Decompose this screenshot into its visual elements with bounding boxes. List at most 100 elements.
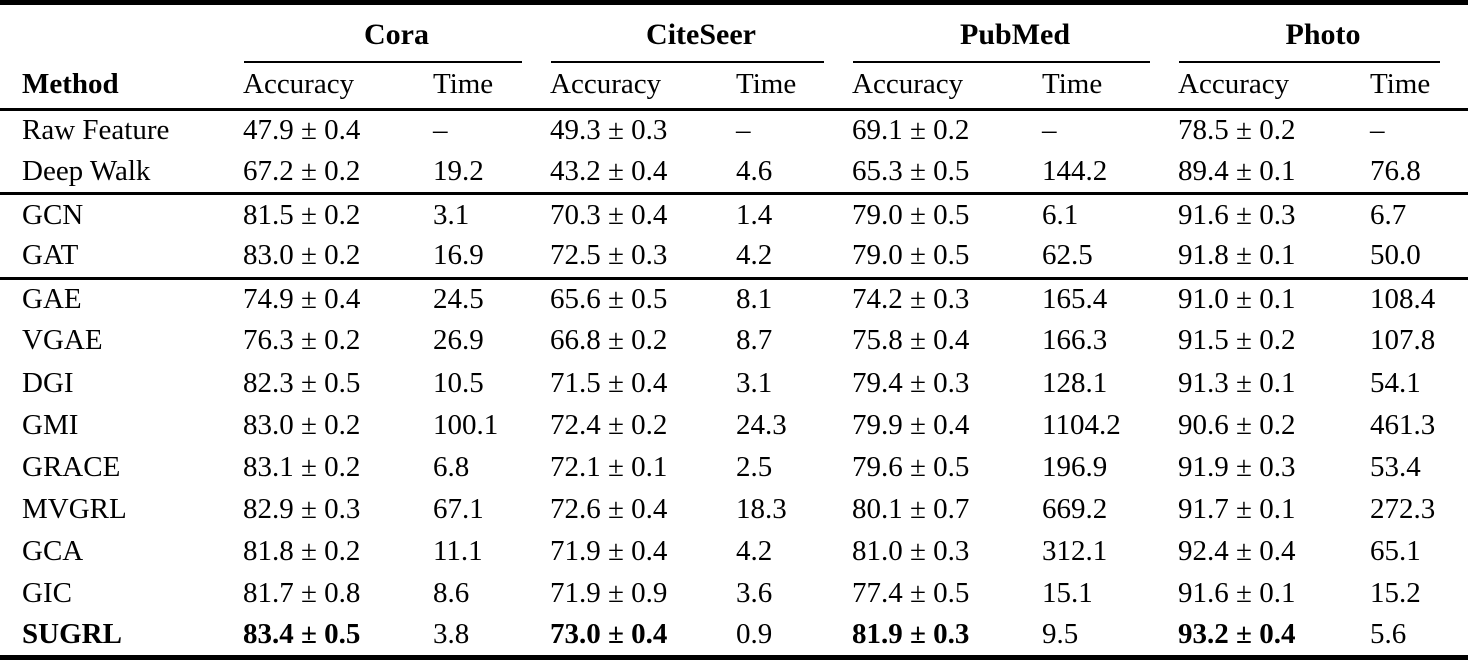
time-value-cell: 8.1 — [736, 282, 773, 315]
method-cell: GMI — [22, 408, 79, 441]
time-value-cell: 6.1 — [1042, 198, 1079, 231]
group-label: Cora — [364, 17, 429, 51]
accuracy-value-cell: 83.0 ± 0.2 — [243, 239, 361, 272]
method-cell: Raw Feature — [22, 114, 170, 147]
accuracy-value-cell: 71.5 ± 0.4 — [550, 366, 668, 399]
method-cell: DGI — [22, 366, 74, 399]
time-column-header: Time — [433, 68, 494, 101]
table-row: Deep Walk 67.2 ± 0.2 19.2 43.2 ± 0.4 4.6 65.3… — [0, 152, 1468, 194]
time-value-cell: 3.8 — [433, 618, 470, 651]
accuracy-value-cell: 82.9 ± 0.3 — [243, 493, 361, 525]
accuracy-value-cell: 79.9 ± 0.4 — [852, 408, 970, 441]
accuracy-value-cell: 91.6 ± 0.1 — [1178, 577, 1296, 610]
group-underline-rule — [1179, 60, 1441, 63]
group-header-photo: Photo — [1178, 3, 1468, 63]
table-row: GCA 81.8 ± 0.2 11.1 71.9 ± 0.4 4.2 81.0 ± 0.3… — [0, 531, 1468, 573]
method-column-header: Method — [22, 68, 119, 101]
table-row: GRACE 83.1 ± 0.2 6.8 72.1 ± 0.1 2.5 79.6 ± 0.… — [0, 447, 1468, 489]
time-column-header: Time — [736, 68, 797, 101]
subheader-row: Method Accuracy Time Accuracy Time Accur… — [0, 63, 1468, 110]
time-value-cell: – — [736, 114, 751, 147]
time-value-cell: 5.6 — [1370, 618, 1407, 651]
accuracy-value-cell: 83.4 ± 0.5 — [243, 618, 361, 651]
group-header-cora: Cora — [243, 3, 550, 63]
accuracy-value-cell: 79.4 ± 0.3 — [852, 366, 970, 399]
method-cell: VGAE — [22, 324, 103, 357]
accuracy-value-cell: 90.6 ± 0.2 — [1178, 408, 1296, 441]
accuracy-value-cell: 77.4 ± 0.5 — [852, 577, 970, 610]
table-row: Raw Feature 47.9 ± 0.4 – 49.3 ± 0.3 – 69.1 ± … — [0, 110, 1468, 152]
accuracy-value-cell: 81.7 ± 0.8 — [243, 577, 361, 610]
table-row: GAE 74.9 ± 0.4 24.5 65.6 ± 0.5 8.1 74.2 ± 0.3… — [0, 278, 1468, 320]
accuracy-column-header: Accuracy — [1178, 68, 1290, 101]
group-header-citeseer: CiteSeer — [550, 3, 852, 63]
accuracy-value-cell: 74.9 ± 0.4 — [243, 282, 361, 315]
time-value-cell: 3.1 — [433, 198, 470, 231]
accuracy-value-cell: 81.9 ± 0.3 — [852, 618, 970, 651]
group-underline-rule — [551, 60, 825, 63]
accuracy-value-cell: 65.6 ± 0.5 — [550, 282, 668, 315]
accuracy-value-cell: 49.3 ± 0.3 — [550, 114, 668, 147]
time-value-cell: 1104.2 — [1042, 408, 1121, 441]
method-cell: Deep Walk — [22, 155, 151, 188]
time-value-cell: 4.6 — [736, 155, 773, 188]
accuracy-value-cell: 71.9 ± 0.4 — [550, 535, 668, 568]
accuracy-value-cell: 91.3 ± 0.1 — [1178, 366, 1296, 399]
accuracy-value-cell: 82.3 ± 0.5 — [243, 366, 361, 399]
accuracy-value-cell: 83.0 ± 0.2 — [243, 408, 361, 441]
accuracy-value-cell: 81.5 ± 0.2 — [243, 198, 361, 231]
method-cell: SUGRL — [22, 618, 122, 651]
section-baselines: Raw Feature 47.9 ± 0.4 – 49.3 ± 0.3 – 69.1 ± … — [0, 110, 1468, 194]
time-value-cell: 10.5 — [433, 366, 484, 399]
accuracy-column-header: Accuracy — [852, 68, 964, 101]
time-value-cell: 24.5 — [433, 282, 484, 315]
section-supervised: GCN 81.5 ± 0.2 3.1 70.3 ± 0.4 1.4 79.0 ± 0.5 6… — [0, 193, 1468, 278]
time-value-cell: 6.8 — [433, 450, 470, 483]
time-value-cell: 0.9 — [736, 618, 773, 651]
accuracy-value-cell: 91.7 ± 0.1 — [1178, 493, 1296, 525]
time-value-cell: 461.3 — [1370, 408, 1436, 441]
accuracy-value-cell: 93.2 ± 0.4 — [1178, 618, 1296, 651]
time-value-cell: 107.8 — [1370, 324, 1436, 357]
time-value-cell: 196.9 — [1042, 450, 1108, 483]
time-column-header: Time — [1042, 68, 1103, 101]
accuracy-value-cell: 75.8 ± 0.4 — [852, 324, 970, 357]
accuracy-value-cell: 91.6 ± 0.3 — [1178, 198, 1296, 231]
accuracy-value-cell: 73.0 ± 0.4 — [550, 618, 668, 651]
group-label: CiteSeer — [646, 17, 756, 51]
time-value-cell: – — [433, 114, 448, 147]
accuracy-column-header: Accuracy — [243, 68, 355, 101]
time-value-cell: 100.1 — [433, 408, 499, 441]
accuracy-value-cell: 91.8 ± 0.1 — [1178, 239, 1296, 272]
accuracy-value-cell: 80.1 ± 0.7 — [852, 493, 970, 525]
accuracy-value-cell: 81.0 ± 0.3 — [852, 535, 970, 568]
time-value-cell: 62.5 — [1042, 239, 1093, 272]
accuracy-value-cell: 65.3 ± 0.5 — [852, 155, 970, 188]
time-value-cell: 15.1 — [1042, 577, 1093, 610]
time-value-cell: 18.3 — [736, 493, 787, 525]
time-value-cell: 128.1 — [1042, 366, 1108, 399]
accuracy-value-cell: 91.5 ± 0.2 — [1178, 324, 1296, 357]
accuracy-value-cell: 81.8 ± 0.2 — [243, 535, 361, 568]
time-value-cell: 3.1 — [736, 366, 773, 399]
accuracy-value-cell: 43.2 ± 0.4 — [550, 155, 668, 188]
group-underline-rule — [244, 60, 523, 63]
time-value-cell: 53.4 — [1370, 450, 1421, 483]
time-value-cell: 669.2 — [1042, 493, 1108, 525]
table-row: SUGRL 83.4 ± 0.5 3.8 73.0 ± 0.4 0.9 81.9 ± 0.… — [0, 615, 1468, 657]
accuracy-value-cell: 83.1 ± 0.2 — [243, 450, 361, 483]
accuracy-value-cell: 89.4 ± 0.1 — [1178, 155, 1296, 188]
time-value-cell: 6.7 — [1370, 198, 1407, 231]
table-row: MVGRL 82.9 ± 0.3 67.1 72.6 ± 0.4 18.3 80.1 ± … — [0, 489, 1468, 531]
table-row: VGAE 76.3 ± 0.2 26.9 66.8 ± 0.2 8.7 75.8 ± 0.… — [0, 320, 1468, 362]
table-row: GCN 81.5 ± 0.2 3.1 70.3 ± 0.4 1.4 79.0 ± 0.5 6… — [0, 194, 1468, 236]
method-cell: GRACE — [22, 450, 121, 483]
time-value-cell: 67.1 — [433, 493, 484, 525]
time-value-cell: 144.2 — [1042, 155, 1108, 188]
time-value-cell: 11.1 — [433, 535, 483, 568]
group-label: PubMed — [960, 17, 1071, 51]
time-column-header: Time — [1370, 68, 1431, 101]
section-self-supervised: GAE 74.9 ± 0.4 24.5 65.6 ± 0.5 8.1 74.2 ± 0.3… — [0, 278, 1468, 657]
time-value-cell: 165.4 — [1042, 282, 1108, 315]
